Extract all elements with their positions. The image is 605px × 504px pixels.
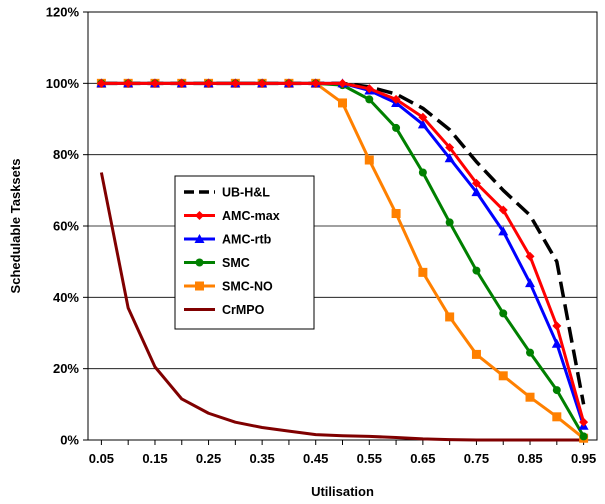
y-tick-label: 80%	[53, 147, 79, 162]
data-point-amc-max	[311, 78, 321, 88]
data-point-smc-no	[445, 312, 455, 322]
data-point-amc-max	[257, 78, 267, 88]
x-tick-label: 0.15	[142, 451, 167, 466]
data-point-amc-max	[391, 94, 401, 104]
x-tick-label: 0.65	[410, 451, 435, 466]
data-point-smc	[579, 432, 588, 441]
plot-area	[87, 11, 598, 441]
x-tick-label: 0.55	[357, 451, 382, 466]
data-point-smc-no	[391, 209, 401, 219]
series-lines	[96, 78, 589, 443]
legend-marker	[195, 258, 204, 267]
data-point-amc-rtb	[444, 153, 455, 163]
y-tick-label: 120%	[46, 5, 80, 20]
series-crmpo	[99, 172, 584, 442]
data-point-amc-max	[230, 78, 240, 88]
x-tick-label: 0.45	[303, 451, 328, 466]
data-point-amc-max	[471, 178, 481, 188]
data-point-amc-rtb	[498, 226, 509, 236]
x-tick-labels: 0.05 0.15 0.25 0.35 0.45 0.55 0.65 0.75 0.85 0.95	[89, 451, 597, 466]
data-point-smc	[552, 386, 561, 395]
legend-label: SMC-NO	[222, 280, 273, 294]
data-point-smc	[499, 309, 508, 318]
data-point-amc-max	[284, 78, 294, 88]
x-tick-label: 0.85	[517, 451, 542, 466]
data-point-smc-no	[498, 371, 508, 381]
data-point-amc-rtb	[525, 278, 536, 288]
legend-box	[174, 175, 315, 330]
legend-marker	[195, 281, 204, 291]
data-point-amc-max	[338, 78, 347, 88]
legend-item-amc-rtb: AMC-rtb	[184, 233, 272, 247]
legend-marker	[194, 234, 205, 243]
x-tick-label: 0.05	[89, 451, 114, 466]
data-point-amc-max	[96, 78, 106, 88]
data-point-amc-max	[579, 417, 589, 427]
y-tick-label: 20%	[53, 361, 79, 376]
data-point-amc-max	[498, 205, 508, 215]
data-point-smc-no	[418, 267, 428, 277]
data-point-amc-rtb	[551, 338, 562, 348]
legend-label: AMC-max	[222, 209, 280, 223]
x-tick-label: 0.25	[196, 451, 221, 466]
legend-item-ub-h-l: UB-H&L	[184, 186, 270, 200]
data-point-smc-no	[525, 392, 535, 402]
data-point-amc-rtb	[417, 119, 428, 129]
x-tick-label: 0.95	[571, 451, 596, 466]
data-point-smc	[526, 348, 535, 357]
x-tick-label: 0.35	[249, 451, 274, 466]
legend-item-crmpo: CrMPO	[184, 303, 265, 317]
data-point-smc-no	[364, 155, 374, 165]
y-tick-label: 0%	[60, 433, 79, 448]
data-point-amc-max	[364, 84, 374, 94]
data-point-smc-no	[552, 412, 562, 422]
data-point-smc-no	[471, 349, 481, 359]
legend-item-smc-no: SMC-NO	[184, 280, 273, 294]
legend-item-amc-max: AMC-max	[184, 209, 280, 223]
data-point-smc	[392, 123, 401, 132]
legend: UB-H&L AMC-max AMC-rtb SMC SMC-NO CrMPO	[174, 175, 315, 330]
x-tick-label: 0.75	[464, 451, 489, 466]
y-tick-label: 40%	[53, 290, 79, 305]
legend-label: SMC	[222, 256, 250, 270]
data-point-smc	[418, 168, 427, 177]
legend-label: UB-H&L	[222, 186, 270, 200]
data-point-smc	[472, 266, 481, 275]
x-axis-title: Utilisation	[311, 484, 374, 499]
data-point-smc-no	[338, 98, 347, 108]
data-point-amc-max	[445, 143, 455, 153]
data-point-amc-max	[552, 321, 562, 331]
data-point-amc-max	[525, 251, 535, 261]
y-tick-label: 100%	[46, 76, 80, 91]
data-point-amc-max	[150, 78, 160, 88]
data-point-amc-max	[123, 78, 133, 88]
y-axis-title: Schedulable Tasksets	[8, 159, 23, 294]
data-point-amc-max	[177, 78, 187, 88]
series-amc-max	[96, 78, 589, 427]
y-tick-label: 60%	[53, 219, 79, 234]
data-point-amc-max	[204, 78, 214, 88]
data-point-amc-max	[418, 112, 428, 122]
series-line-crmpo	[99, 172, 584, 442]
legend-marker	[195, 211, 204, 220]
data-point-smc	[445, 218, 454, 227]
legend-label: AMC-rtb	[222, 233, 272, 247]
data-point-amc-rtb	[471, 187, 482, 197]
legend-label: CrMPO	[222, 303, 265, 317]
y-tick-labels: 0% 20% 40% 60% 80% 100% 120%	[46, 5, 80, 448]
data-point-smc	[365, 95, 374, 104]
legend-item-smc: SMC	[184, 256, 250, 270]
